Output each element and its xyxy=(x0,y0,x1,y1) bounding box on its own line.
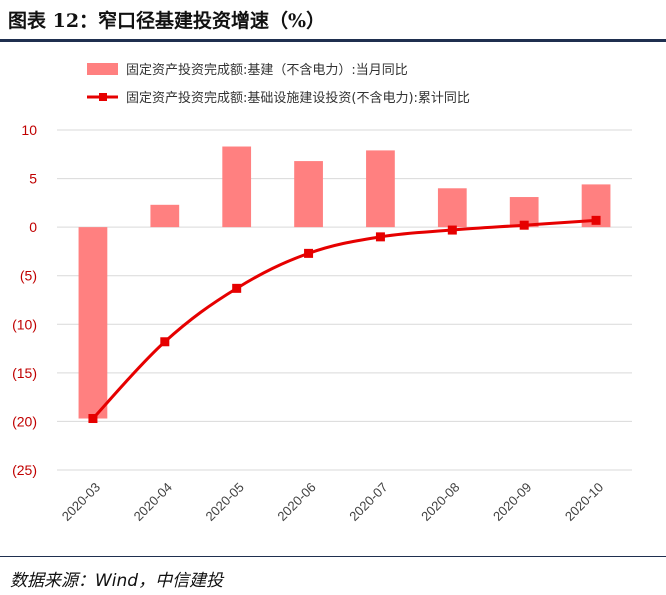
grid xyxy=(57,129,632,471)
y-tick-label: 10 xyxy=(21,122,37,138)
y-axis: 10 5 0 (5) (10) (15) (20) (25) xyxy=(12,122,37,478)
line-point-2020-05 xyxy=(232,283,242,293)
chart-title: 图表 12：窄口径基建投资增速（%） xyxy=(8,10,326,32)
y-tick-label: (5) xyxy=(20,268,37,284)
x-tick-label: 2020-08 xyxy=(418,480,462,524)
source-note: 数据来源：Wind，中信建投 xyxy=(10,571,224,591)
bar-2020-04 xyxy=(150,204,180,228)
x-tick-label: 2020-04 xyxy=(131,480,175,524)
line-point-2020-08 xyxy=(447,225,457,235)
bar-2020-07 xyxy=(366,150,395,228)
title-bar: 图表 12：窄口径基建投资增速（%） xyxy=(0,0,666,42)
bar-2020-06 xyxy=(294,161,323,228)
line-series xyxy=(88,215,601,424)
line-point-2020-03 xyxy=(88,414,98,424)
x-tick-label: 2020-09 xyxy=(490,480,534,524)
line-point-2020-09 xyxy=(519,220,529,230)
title-rule xyxy=(0,39,666,42)
legend-line-label: 固定资产投资完成额:基础设施建设投资(不含电力):累计同比 xyxy=(126,90,470,106)
line-point-2020-07 xyxy=(375,232,385,242)
line-point-2020-06 xyxy=(304,248,314,258)
x-tick-label: 2020-03 xyxy=(59,480,103,524)
y-tick-label: 5 xyxy=(29,171,37,187)
line-point-2020-04 xyxy=(160,337,170,347)
bars xyxy=(78,146,611,419)
legend-bar-swatch xyxy=(87,63,118,75)
x-tick-label: 2020-10 xyxy=(562,480,606,524)
legend: 固定资产投资完成额:基建（不含电力）:当月同比 固定资产投资完成额:基础设施建设… xyxy=(87,62,470,106)
y-tick-label: 0 xyxy=(29,219,37,235)
y-tick-label: (15) xyxy=(12,365,37,381)
bar-2020-03 xyxy=(78,227,108,419)
legend-line-marker xyxy=(99,93,107,101)
chart-canvas: 固定资产投资完成额:基建（不含电力）:当月同比 固定资产投资完成额:基础设施建设… xyxy=(12,62,632,524)
x-tick-label: 2020-05 xyxy=(202,480,246,524)
legend-bar-label: 固定资产投资完成额:基建（不含电力）:当月同比 xyxy=(126,62,408,78)
x-tick-label: 2020-06 xyxy=(274,480,318,524)
bar-2020-05 xyxy=(222,146,252,228)
source-rule xyxy=(0,556,666,557)
cumulative-line xyxy=(91,218,597,420)
y-tick-label: (10) xyxy=(12,316,37,332)
bar-2020-08 xyxy=(437,188,467,228)
y-tick-label: (20) xyxy=(12,413,37,429)
x-axis: 2020-03 2020-04 2020-05 2020-06 2020-07 2020-… xyxy=(59,480,606,524)
y-tick-label: (25) xyxy=(12,462,37,478)
line-point-2020-10 xyxy=(591,215,601,225)
x-tick-label: 2020-07 xyxy=(346,480,390,524)
